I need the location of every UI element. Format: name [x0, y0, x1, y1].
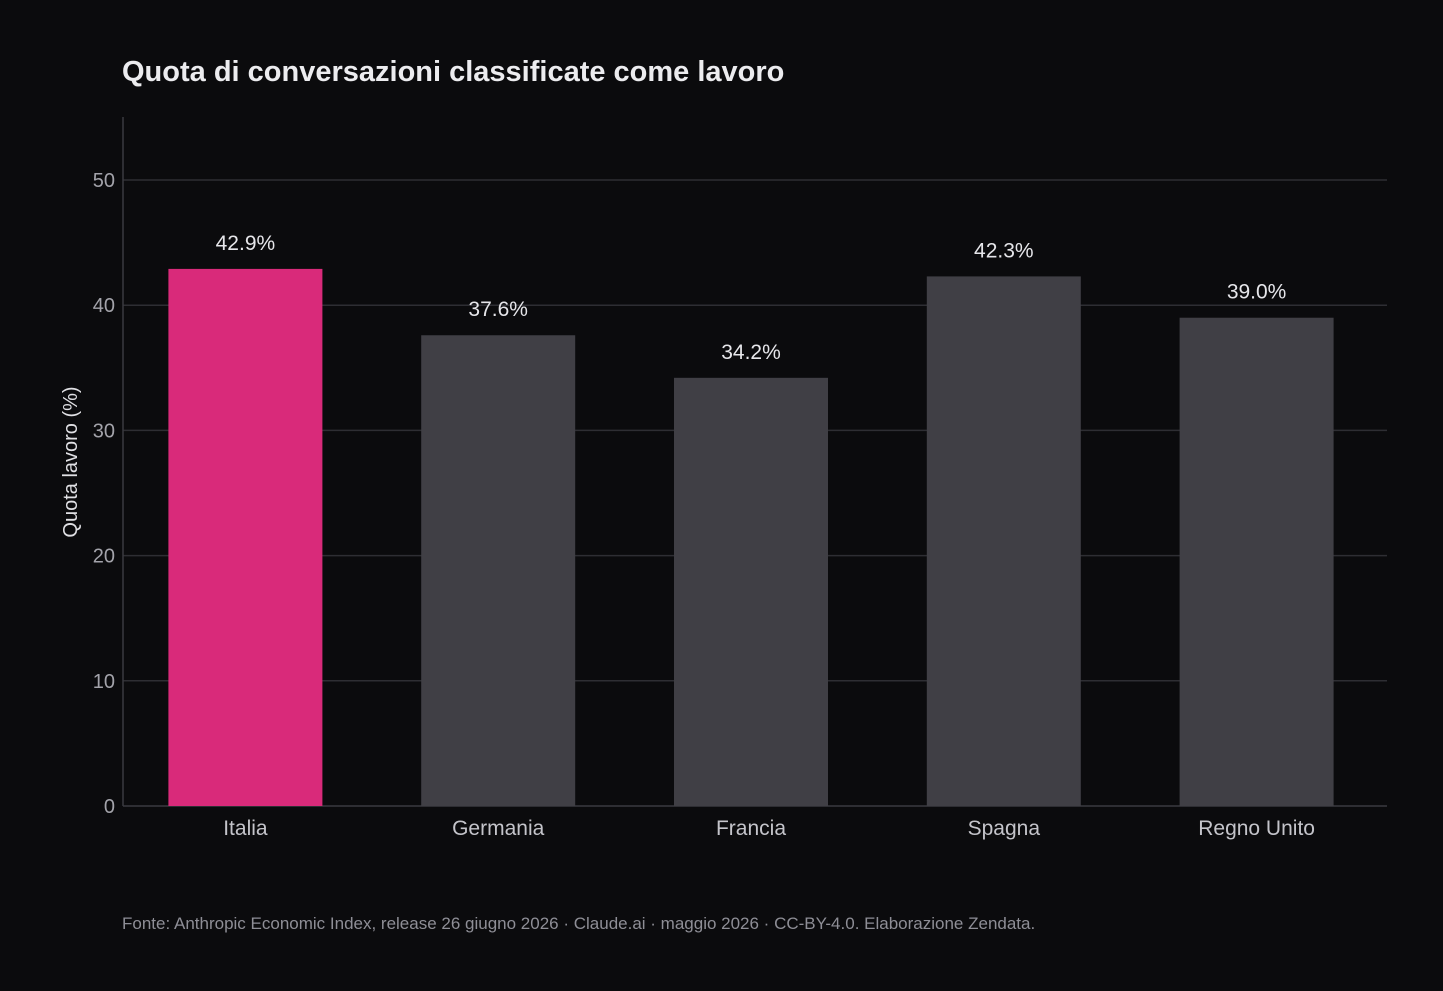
y-tick-label: 50	[93, 170, 115, 192]
data-label: 39.0%	[1227, 281, 1287, 304]
y-tick-label: 0	[104, 796, 115, 818]
data-labels: 42.9% 37.6% 34.2% 42.3% 39.0%	[216, 232, 1287, 364]
y-tick-label: 10	[93, 671, 115, 693]
y-tick-label: 30	[93, 420, 115, 442]
y-tick-label: 40	[93, 295, 115, 317]
chart-title: Quota di conversazioni classificate come…	[122, 56, 785, 88]
bar	[421, 335, 576, 806]
bar	[926, 276, 1081, 806]
category-label: Spagna	[968, 817, 1041, 840]
category-label: Italia	[223, 817, 268, 840]
y-axis-title: Quota lavoro (%)	[60, 386, 82, 537]
y-tick-label: 20	[93, 546, 115, 568]
y-tick-labels: 0 10 20 30 40 50	[93, 170, 115, 818]
category-label: Germania	[452, 817, 545, 840]
data-label: 42.3%	[974, 239, 1034, 262]
data-label: 34.2%	[721, 341, 781, 364]
bar	[1179, 317, 1334, 806]
data-label: 37.6%	[468, 298, 528, 321]
category-labels: Italia Germania Francia Spagna Regno Unito	[223, 817, 1315, 840]
data-label: 42.9%	[216, 232, 276, 255]
bar	[168, 268, 323, 807]
category-label: Regno Unito	[1198, 817, 1315, 840]
bars	[168, 268, 1334, 807]
bar	[674, 377, 828, 806]
source-note: Fonte: Anthropic Economic Index, release…	[122, 914, 1036, 933]
category-label: Francia	[716, 817, 786, 840]
